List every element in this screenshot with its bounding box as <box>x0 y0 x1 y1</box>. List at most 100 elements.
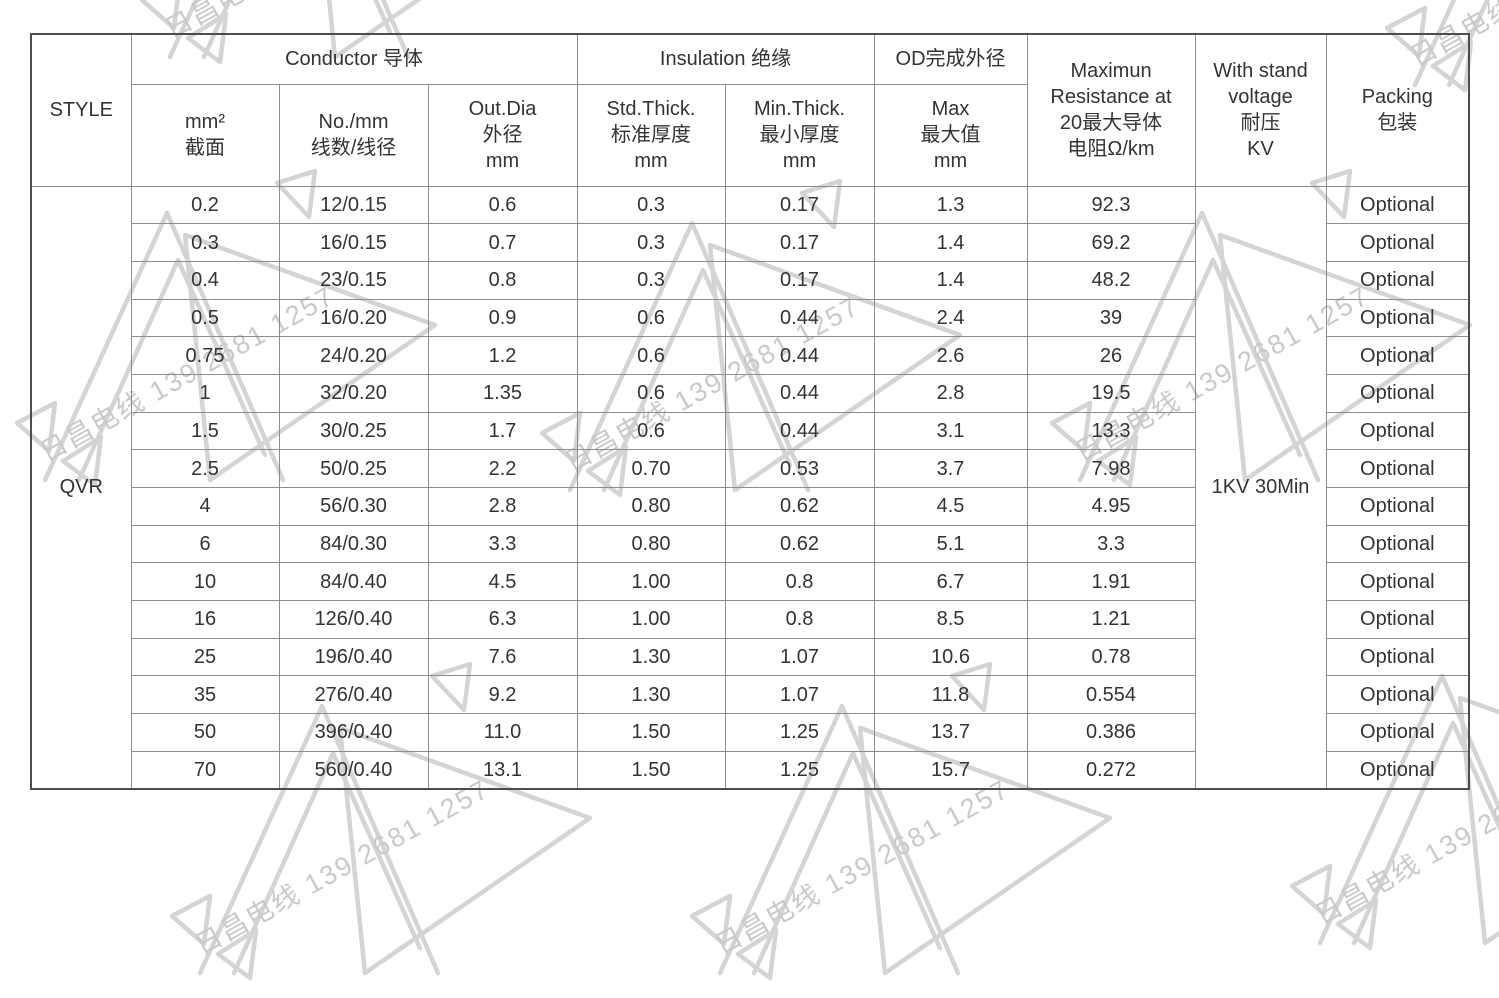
table-row: 10 84/0.40 4.5 1.00 0.8 6.7 1.91 Optiona… <box>31 562 1470 602</box>
cell-packing: Optional <box>1325 637 1470 677</box>
header-group-insulation: Insulation 绝缘 <box>576 33 875 85</box>
cell-resistance: 3.3 <box>1026 524 1196 564</box>
cell-std-thick: 0.3 <box>576 260 726 300</box>
table-row: 4 56/0.30 2.8 0.80 0.62 4.5 4.95 Optiona… <box>31 487 1470 526</box>
cell-packing: Optional <box>1325 298 1470 338</box>
cell-od-max: 11.8 <box>873 675 1028 715</box>
cell-out-dia: 11.0 <box>427 713 578 752</box>
cell-od-max: 3.7 <box>873 449 1028 488</box>
cell-packing: Optional <box>1325 223 1470 262</box>
cell-min-thick: 0.8 <box>724 600 875 639</box>
cell-mm2: 0.4 <box>130 260 280 300</box>
cell-resistance: 0.272 <box>1026 750 1196 790</box>
cell-mm2: 2.5 <box>130 449 280 488</box>
cell-mm2: 0.75 <box>130 336 280 375</box>
cell-strands: 32/0.20 <box>278 373 429 413</box>
header-std-thick-line: mm <box>634 150 668 172</box>
cell-resistance: 26 <box>1026 336 1196 375</box>
header-min-thick: Min.Thick. 最小厚度 mm <box>724 83 875 187</box>
header-withstand-line: voltage <box>1228 86 1293 109</box>
cell-std-thick: 0.3 <box>576 223 726 262</box>
table-row: 70 560/0.40 13.1 1.50 1.25 15.7 0.272 Op… <box>31 750 1470 790</box>
cell-od-max: 10.6 <box>873 637 1028 677</box>
cell-strands: 30/0.25 <box>278 411 429 451</box>
cell-mm2: 70 <box>130 750 280 790</box>
cell-out-dia: 6.3 <box>427 600 578 639</box>
cell-od-max: 13.7 <box>873 713 1028 752</box>
cell-packing: Optional <box>1325 487 1470 526</box>
cell-strands: 16/0.15 <box>278 223 429 262</box>
cell-mm2: 10 <box>130 562 280 602</box>
header-od-max-line: mm <box>933 150 968 172</box>
cell-mm2: 35 <box>130 675 280 715</box>
cell-out-dia: 0.6 <box>427 185 578 225</box>
header-mm2: mm² 截面 <box>130 83 280 187</box>
cell-out-dia: 3.3 <box>427 524 578 564</box>
header-od-max: Max 最大值 mm <box>873 83 1028 187</box>
table-row: 25 196/0.40 7.6 1.30 1.07 10.6 0.78 Opti… <box>31 637 1470 677</box>
cell-strands: 23/0.15 <box>278 260 429 300</box>
cell-min-thick: 0.17 <box>724 185 875 225</box>
header-withstand-line: 耐压 <box>1240 112 1281 135</box>
cell-min-thick: 1.25 <box>724 713 875 752</box>
cell-packing: Optional <box>1325 336 1470 375</box>
cell-out-dia: 2.2 <box>427 449 578 488</box>
cell-resistance: 13.3 <box>1026 411 1196 451</box>
cell-resistance: 1.21 <box>1026 600 1196 639</box>
cell-std-thick: 1.50 <box>576 750 726 790</box>
cell-min-thick: 0.62 <box>724 524 875 564</box>
cell-packing: Optional <box>1325 713 1470 752</box>
cell-od-max: 6.7 <box>873 562 1028 602</box>
cell-out-dia: 1.7 <box>427 411 578 451</box>
table-row: 0.4 23/0.15 0.8 0.3 0.17 1.4 48.2 Option… <box>31 260 1470 300</box>
cell-packing: Optional <box>1325 449 1470 488</box>
cell-mm2: 4 <box>130 487 280 526</box>
cell-std-thick: 0.6 <box>576 336 726 375</box>
cell-od-max: 1.4 <box>873 223 1028 262</box>
table-row: 6 84/0.30 3.3 0.80 0.62 5.1 3.3 Optional <box>31 524 1470 564</box>
cell-strands: 276/0.40 <box>278 675 429 715</box>
spec-table: STYLE Conductor 导体 Insulation 绝缘 OD完成外径 … <box>30 33 1471 790</box>
cell-min-thick: 0.53 <box>724 449 875 488</box>
cell-resistance: 48.2 <box>1026 260 1196 300</box>
cell-mm2: 1 <box>130 373 280 413</box>
cell-min-thick: 0.44 <box>724 298 875 338</box>
cell-std-thick: 1.50 <box>576 713 726 752</box>
cell-strands: 12/0.15 <box>278 185 429 225</box>
cell-packing: Optional <box>1325 260 1470 300</box>
cell-strands: 560/0.40 <box>278 750 429 790</box>
cell-min-thick: 0.8 <box>724 562 875 602</box>
cell-resistance: 0.554 <box>1026 675 1196 715</box>
cell-od-max: 2.6 <box>873 336 1028 375</box>
cell-strands: 16/0.20 <box>278 298 429 338</box>
cell-resistance: 4.95 <box>1026 487 1196 526</box>
cell-mm2: 6 <box>130 524 280 564</box>
cell-resistance: 69.2 <box>1026 223 1196 262</box>
cell-resistance: 1.91 <box>1026 562 1196 602</box>
header-min-thick-line: Min.Thick. <box>753 98 846 120</box>
cell-mm2: 50 <box>130 713 280 752</box>
cell-packing: Optional <box>1325 600 1470 639</box>
header-od-max-line: Max <box>931 98 970 120</box>
cell-packing: Optional <box>1325 562 1470 602</box>
cell-out-dia: 13.1 <box>427 750 578 790</box>
header-mm2-line: mm² <box>185 111 225 133</box>
header-out-dia-line: 外径 <box>482 124 523 146</box>
cell-mm2: 25 <box>130 637 280 677</box>
header-min-thick-line: mm <box>782 150 817 172</box>
cell-resistance: 0.386 <box>1026 713 1196 752</box>
header-group-conductor: Conductor 导体 <box>130 33 578 85</box>
cell-out-dia: 1.2 <box>427 336 578 375</box>
header-packing: Packing 包装 <box>1325 33 1470 187</box>
cell-min-thick: 0.17 <box>724 223 875 262</box>
cell-out-dia: 0.7 <box>427 223 578 262</box>
header-resistance-line: Resistance at <box>1050 86 1172 109</box>
header-std-thick-line: Std.Thick. <box>606 98 696 120</box>
cell-mm2: 0.5 <box>130 298 280 338</box>
cell-strands: 84/0.30 <box>278 524 429 564</box>
header-out-dia-line: mm <box>485 150 520 172</box>
cell-mm2: 0.3 <box>130 223 280 262</box>
cell-od-max: 8.5 <box>873 600 1028 639</box>
cell-std-thick: 1.00 <box>576 562 726 602</box>
header-group-od: OD完成外径 <box>873 33 1028 85</box>
